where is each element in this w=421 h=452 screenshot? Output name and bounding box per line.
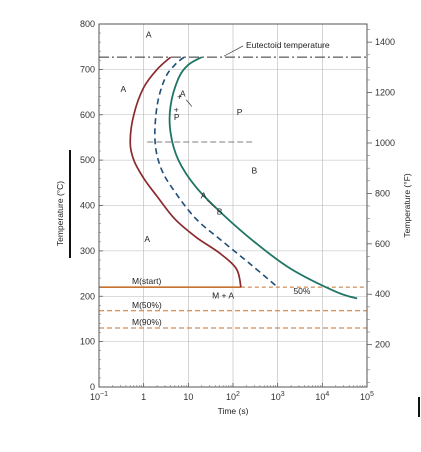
y2-tick-label: 1000 [375,138,395,148]
y-tick-label: 800 [80,19,95,29]
y-tick-label: 200 [80,291,95,301]
x-tick-label: 10−1 [90,391,108,402]
fifty-percent-curve [154,56,279,288]
y2-tick-label: 400 [375,289,390,299]
y-axis-label: Temperature (°C) [55,181,65,246]
annotation-label: A [201,191,207,201]
x-tick-label: 1 [141,392,146,402]
y-tick-label: 300 [80,246,95,256]
annotation-label: P [237,107,243,117]
annotation-label: B [251,166,257,176]
eutectoid-leader [223,45,244,57]
horizontal-lines: Eutectoid temperature M(start) M(50%) M(90%… [99,40,367,329]
y2-tick-label: 800 [375,188,390,198]
ms-start-label: M(start) [132,276,161,286]
y-tick-label: 700 [80,64,95,74]
annotation-label: P [174,112,180,122]
y2-tick-label: 1200 [375,88,395,98]
annotation-label: A [146,30,152,40]
annotation-leader [206,199,216,209]
annotation-label: A [180,89,186,99]
series-curves: ++ [129,56,358,300]
y-axis-ticks: 0 100 200 300 400 500 600 700 800 [80,19,103,392]
y-tick-label: 600 [80,110,95,120]
annotation-leader [186,99,193,107]
x-axis-label: Time (s) [218,406,249,416]
martensite-label: M(90%) [132,317,162,327]
finish-curve [168,56,358,300]
annotation-label: 50% [293,286,310,296]
eutectoid-label: Eutectoid temperature [246,40,330,50]
annotation-label: M + A [212,291,234,301]
annotation-label: A [120,84,126,94]
x-tick-label: 10 [183,392,193,402]
y2-tick-label: 1400 [375,37,395,47]
y-tick-label: 100 [80,337,95,347]
y2-tick-label: 200 [375,340,390,350]
y2-axis-ticks: 200 400 600 800 1000 1200 1400 [367,29,395,383]
start-curve [129,56,242,288]
y2-axis-label: Temperature (°F) [402,173,412,238]
x-tick-label: 104 [315,391,329,402]
edge-mark [418,397,420,417]
y2-tick-label: 600 [375,239,390,249]
martensite-label: M(50%) [132,300,162,310]
y-tick-label: 500 [80,155,95,165]
annotation-label: A [144,234,150,244]
x-tick-label: 103 [271,391,285,402]
y-tick-label: 0 [90,382,95,392]
plus-marker: + [177,92,182,102]
y-tick-label: 400 [80,201,95,211]
plus-marker: + [174,104,179,114]
x-tick-label: 102 [226,391,240,402]
x-tick-label: 105 [360,391,374,402]
annotation-label: B [217,207,223,217]
grid [98,23,368,388]
x-axis-ticks: 10−1 1 10 102 103 104 105 [90,383,374,402]
